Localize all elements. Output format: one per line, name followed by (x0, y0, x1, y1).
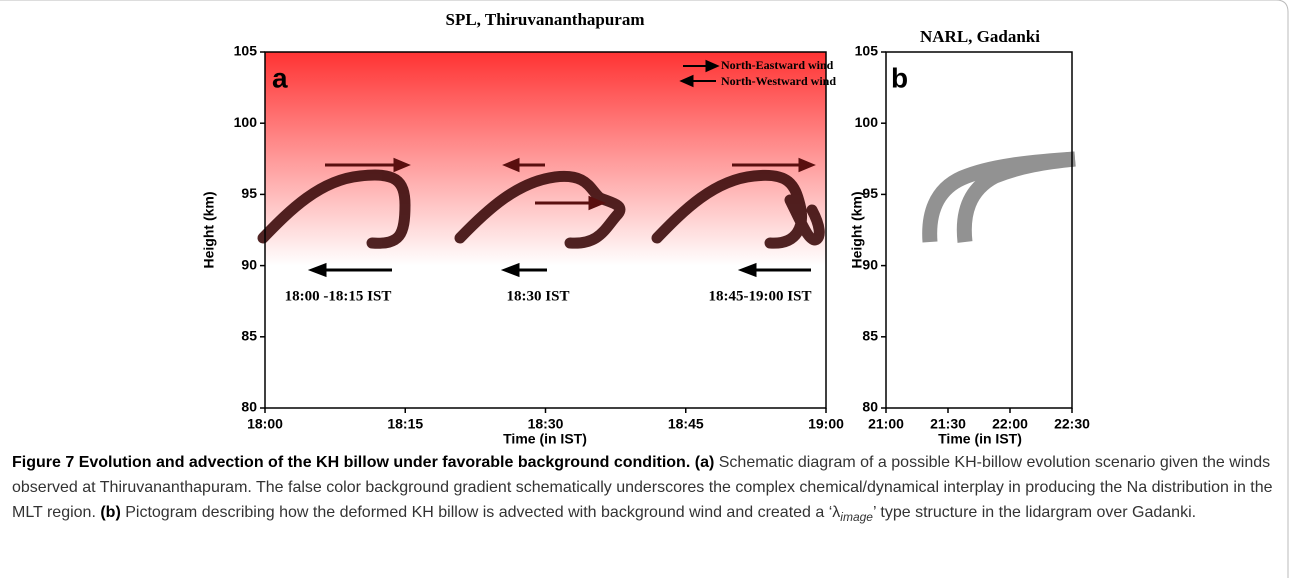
y-tick-label: 100 (855, 114, 879, 130)
annotation: 18:30 IST (507, 288, 570, 304)
annotation: 18:45-19:00 IST (709, 288, 812, 304)
legend-label: North-Westward wind (721, 74, 836, 88)
panel-letter: b (891, 62, 908, 93)
panel-letter: a (272, 62, 288, 93)
legend-label: North-Eastward wind (721, 58, 834, 72)
caption-text: Pictogram describing how the deformed KH… (125, 504, 841, 521)
x-axis-label: Time (in IST) (938, 431, 1022, 447)
x-tick-label: 22:30 (1054, 416, 1090, 432)
gradient-background (265, 52, 826, 408)
y-tick-label: 90 (241, 256, 257, 272)
x-tick-label: 21:00 (868, 416, 904, 432)
wind-arrows (307, 59, 816, 278)
caption: Figure 7 Evolution and advection of the … (12, 450, 1280, 530)
x-axis-label: Time (in IST) (503, 431, 587, 447)
y-tick-label: 95 (862, 185, 878, 201)
y-tick-label: 100 (234, 114, 258, 130)
panel-title: NARL, Gadanki (920, 27, 1040, 46)
caption-text: Schematic diagram of a possible KH-billo… (12, 454, 1273, 521)
y-tick-label: 90 (862, 256, 878, 272)
x-tick-label: 19:00 (808, 416, 844, 432)
x-tick-label: 22:00 (992, 416, 1028, 432)
y-tick-label: 85 (862, 328, 878, 344)
y-tick-label: 85 (241, 328, 257, 344)
caption-text: ’ type structure in the lidargram over G… (872, 504, 1197, 521)
billows-a (257, 169, 825, 249)
y-tick-label: 95 (241, 185, 257, 201)
y-axis-label: Height (km) (201, 192, 217, 269)
axes: 80 85 90 95 100 105 18:00 18:15 18:30 18:45 19:00 8… (234, 43, 1090, 432)
x-tick-label: 18:00 (247, 416, 283, 432)
x-tick-label: 18:45 (668, 416, 704, 432)
y-tick-label: 80 (241, 399, 257, 415)
x-tick-label: 21:30 (930, 416, 966, 432)
plot-frame (885, 51, 1073, 409)
y-tick-label: 105 (855, 43, 879, 59)
caption-subscript: image (840, 510, 873, 525)
caption-tag: (b) (100, 504, 121, 521)
y-tick-label: 105 (234, 43, 258, 59)
y-axis-label: Height (km) (849, 192, 865, 269)
panel-title: SPL, Thiruvananthapuram (445, 10, 644, 29)
y-tick-label: 80 (862, 399, 878, 415)
caption-tag: (a) (694, 454, 715, 471)
annotation: 18:00 -18:15 IST (285, 288, 392, 304)
x-tick-label: 18:15 (387, 416, 423, 432)
billows-b (922, 151, 1076, 243)
caption-label: Figure 7 (12, 454, 75, 471)
caption-heading: Evolution and advection of the KH billow… (78, 454, 691, 471)
x-tick-label: 18:30 (528, 416, 564, 432)
